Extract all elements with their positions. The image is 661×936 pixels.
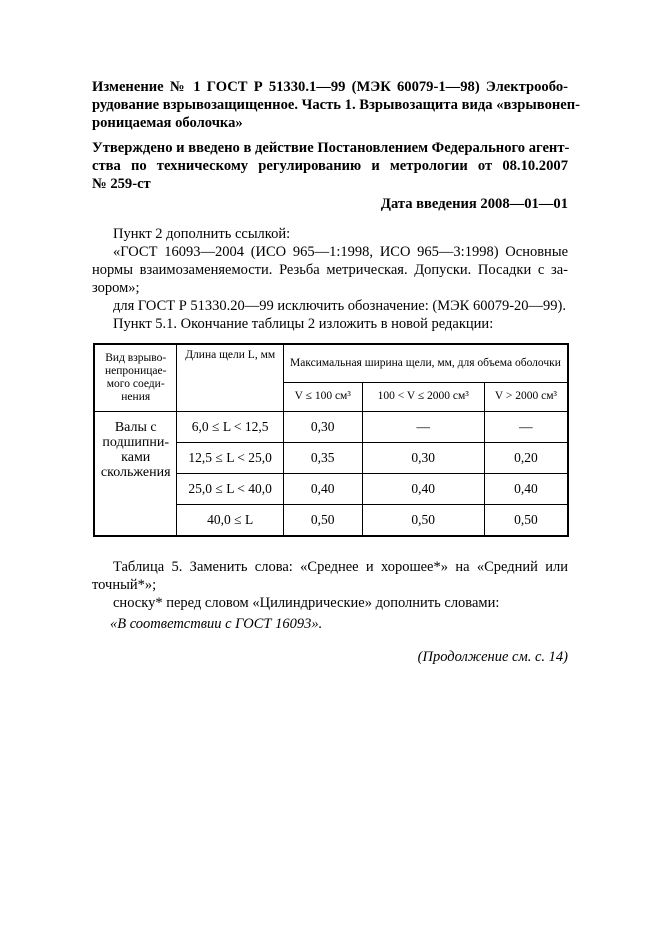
table-row: 12,5 ≤ L < 25,0 0,35 0,30 0,20	[94, 441, 569, 474]
paragraph: «В соответствии с ГОСТ 16093».	[110, 616, 323, 632]
gap-width-table: Вид взрыво-непроницае-мого соеди-нения Дл…	[93, 343, 569, 537]
continuation-note: (Продолжение см. с. 14)	[417, 649, 568, 665]
header-v3: V > 2000 см³	[483, 381, 569, 412]
title-line: рудование взрывозащищенное. Часть 1. Взр…	[92, 97, 581, 113]
header-joint-type: Вид взрыво-непроницае-мого соеди-нения	[93, 343, 178, 412]
header-gap-length: Длина щели L, мм	[176, 343, 284, 412]
title-line: роницаемая оболочка»	[92, 115, 243, 131]
paragraph: Пункт 5.1. Окончание таблицы 2 изложить …	[113, 316, 494, 332]
value-cell: 0,50	[282, 503, 363, 536]
length-cell: 40,0 ≤ L	[176, 503, 284, 536]
paragraph: сноску* перед словом «Цилиндрические» до…	[113, 595, 500, 611]
value-cell: —	[361, 410, 485, 443]
approval-line: Утверждено и введено в действие Постанов…	[92, 140, 570, 156]
value-cell: —	[483, 410, 569, 443]
table-row: 40,0 ≤ L 0,50 0,50 0,50	[94, 503, 569, 536]
paragraph: для ГОСТ Р 51330.20—99 исключить обознач…	[113, 298, 566, 314]
title-line: Изменение № 1 ГОСТ Р 51330.1—99 (МЭК 600…	[92, 79, 568, 95]
paragraph: нормы взаимозаменяемости. Резьба метриче…	[92, 262, 568, 278]
header-v2: 100 < V ≤ 2000 см³	[361, 381, 485, 412]
table-row: Валы с подшипни-ками скольжения 6,0 ≤ L <…	[93, 410, 569, 536]
header-v1: V ≤ 100 см³	[282, 381, 363, 412]
paragraph: «ГОСТ 16093—2004 (ИСО 965—1:1998, ИСО 96…	[113, 244, 568, 260]
length-cell: 6,0 ≤ L < 12,5	[176, 410, 284, 443]
effective-date: Дата введения 2008—01—01	[380, 196, 568, 212]
length-cell: 12,5 ≤ L < 25,0	[176, 441, 284, 474]
paragraph: зором»;	[92, 280, 140, 296]
value-cell: 0,40	[361, 472, 485, 505]
paragraph: Пункт 2 дополнить ссылкой:	[113, 226, 291, 242]
value-cell: 0,30	[361, 441, 485, 474]
joint-type-cell: Валы с подшипни-ками скольжения	[93, 410, 178, 536]
value-cell: 0,35	[282, 441, 363, 474]
length-cell: 25,0 ≤ L < 40,0	[176, 472, 284, 505]
value-cell: 0,20	[483, 441, 569, 474]
value-cell: 0,30	[282, 410, 363, 443]
header-max-width: Максимальная ширина щели, мм, для объема…	[282, 343, 569, 383]
table-row: 25,0 ≤ L < 40,0 0,40 0,40 0,40	[94, 472, 569, 505]
value-cell: 0,40	[483, 472, 569, 505]
value-cell: 0,50	[483, 503, 569, 536]
value-cell: 0,40	[282, 472, 363, 505]
approval-line: ства по техническому регулированию и мет…	[92, 158, 568, 174]
paragraph: точный*»;	[92, 577, 157, 593]
approval-line: № 259-ст	[92, 176, 151, 192]
paragraph: Таблица 5. Заменить слова: «Среднее и хо…	[113, 559, 568, 575]
value-cell: 0,50	[361, 503, 485, 536]
